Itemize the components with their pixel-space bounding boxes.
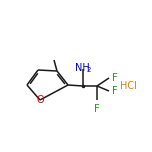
Text: NH: NH <box>75 63 89 73</box>
Text: 2: 2 <box>86 67 91 73</box>
Text: F: F <box>94 104 100 114</box>
Text: HCl: HCl <box>120 81 137 91</box>
Text: F: F <box>112 73 118 83</box>
Text: O: O <box>36 95 44 105</box>
Text: F: F <box>112 86 118 96</box>
